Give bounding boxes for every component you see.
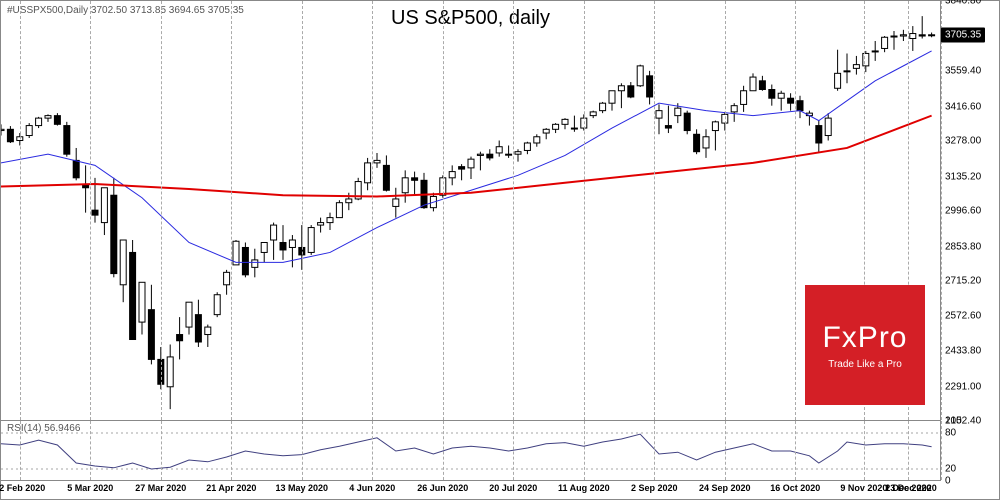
grid-line xyxy=(584,1,585,420)
grid-line xyxy=(302,1,303,420)
grid-line xyxy=(161,1,162,420)
price-panel: #USSPX500,Daily 3702.50 3713.85 3694.65 … xyxy=(1,1,941,421)
x-tick-label: 16 Oct 2020 xyxy=(770,483,820,493)
y-tick-label: 2433.80 xyxy=(945,346,981,357)
grid-line xyxy=(654,1,655,420)
grid-line xyxy=(231,1,232,420)
y-tick-label: 2572.60 xyxy=(945,311,981,322)
grid-line xyxy=(908,421,909,480)
y-tick-label: 3278.00 xyxy=(945,136,981,147)
grid-line xyxy=(372,1,373,420)
grid-line xyxy=(513,1,514,420)
y-tick-label: 3135.20 xyxy=(945,171,981,182)
fxpro-logo: FxPro Trade Like a Pro xyxy=(805,285,925,405)
y-tick-label: 2291.00 xyxy=(945,381,981,392)
grid-line xyxy=(864,421,865,480)
rsi-y-tick: 20 xyxy=(945,464,956,475)
rsi-svg xyxy=(1,421,941,481)
grid-line xyxy=(654,421,655,480)
x-tick-label: 2 Sep 2020 xyxy=(631,483,678,493)
rsi-y-tick: 0 xyxy=(945,476,951,487)
grid-line xyxy=(20,1,21,420)
y-tick-label: 3559.40 xyxy=(945,66,981,77)
x-tick-label: 9 Nov 2020 xyxy=(840,483,887,493)
x-tick-label: 24 Sep 2020 xyxy=(699,483,751,493)
current-price-badge: 3705.35 xyxy=(941,27,985,42)
x-tick-label: 23 Dec 2020 xyxy=(885,483,937,493)
grid-line xyxy=(443,1,444,420)
grid-line xyxy=(513,421,514,480)
grid-line xyxy=(795,421,796,480)
grid-line xyxy=(372,421,373,480)
grid-line xyxy=(90,421,91,480)
chart-title: US S&P500, daily xyxy=(391,7,550,30)
y-axis-price: 3840.80 3705.35 3559.40 3416.60 3278.00 3135.… xyxy=(941,1,1000,421)
rsi-y-tick: 100 xyxy=(945,416,962,427)
ticker-info: #USSPX500,Daily 3702.50 3713.85 3694.65 … xyxy=(7,5,244,16)
chart-container: #USSPX500,Daily 3702.50 3713.85 3694.65 … xyxy=(0,0,1000,500)
grid-line xyxy=(725,421,726,480)
y-tick-label: 3840.80 xyxy=(945,0,981,7)
x-tick-label: 20 Jul 2020 xyxy=(489,483,537,493)
y-tick-label: 3416.60 xyxy=(945,101,981,112)
grid-line xyxy=(443,421,444,480)
x-tick-label: 11 Aug 2020 xyxy=(558,483,610,493)
x-axis: 12 Feb 2020 5 Mar 2020 27 Mar 2020 21 Apr 2… xyxy=(1,481,941,500)
grid-line xyxy=(231,421,232,480)
grid-line xyxy=(584,421,585,480)
rsi-y-tick: 80 xyxy=(945,428,956,439)
x-tick-label: 13 May 2020 xyxy=(276,483,329,493)
y-tick-label: 2996.60 xyxy=(945,206,981,217)
rsi-panel: RSI(14) 56.9466 xyxy=(1,421,941,481)
x-tick-label: 21 Apr 2020 xyxy=(206,483,256,493)
grid-line xyxy=(302,421,303,480)
y-tick-label: 2853.80 xyxy=(945,241,981,252)
y-tick-label: 2715.20 xyxy=(945,276,981,287)
x-tick-label: 27 Mar 2020 xyxy=(135,483,186,493)
x-tick-label: 5 Mar 2020 xyxy=(67,483,113,493)
rsi-label: RSI(14) 56.9466 xyxy=(7,423,80,434)
x-tick-label: 12 Feb 2020 xyxy=(0,483,45,493)
y-axis-rsi: 10080200 xyxy=(941,421,1000,481)
grid-line xyxy=(20,421,21,480)
grid-line xyxy=(90,1,91,420)
x-tick-label: 4 Jun 2020 xyxy=(349,483,395,493)
logo-text: FxPro xyxy=(822,321,907,355)
grid-line xyxy=(795,1,796,420)
logo-tagline: Trade Like a Pro xyxy=(828,359,902,370)
grid-line xyxy=(161,421,162,480)
x-tick-label: 26 Jun 2020 xyxy=(417,483,468,493)
grid-line xyxy=(725,1,726,420)
price-svg xyxy=(1,1,941,421)
